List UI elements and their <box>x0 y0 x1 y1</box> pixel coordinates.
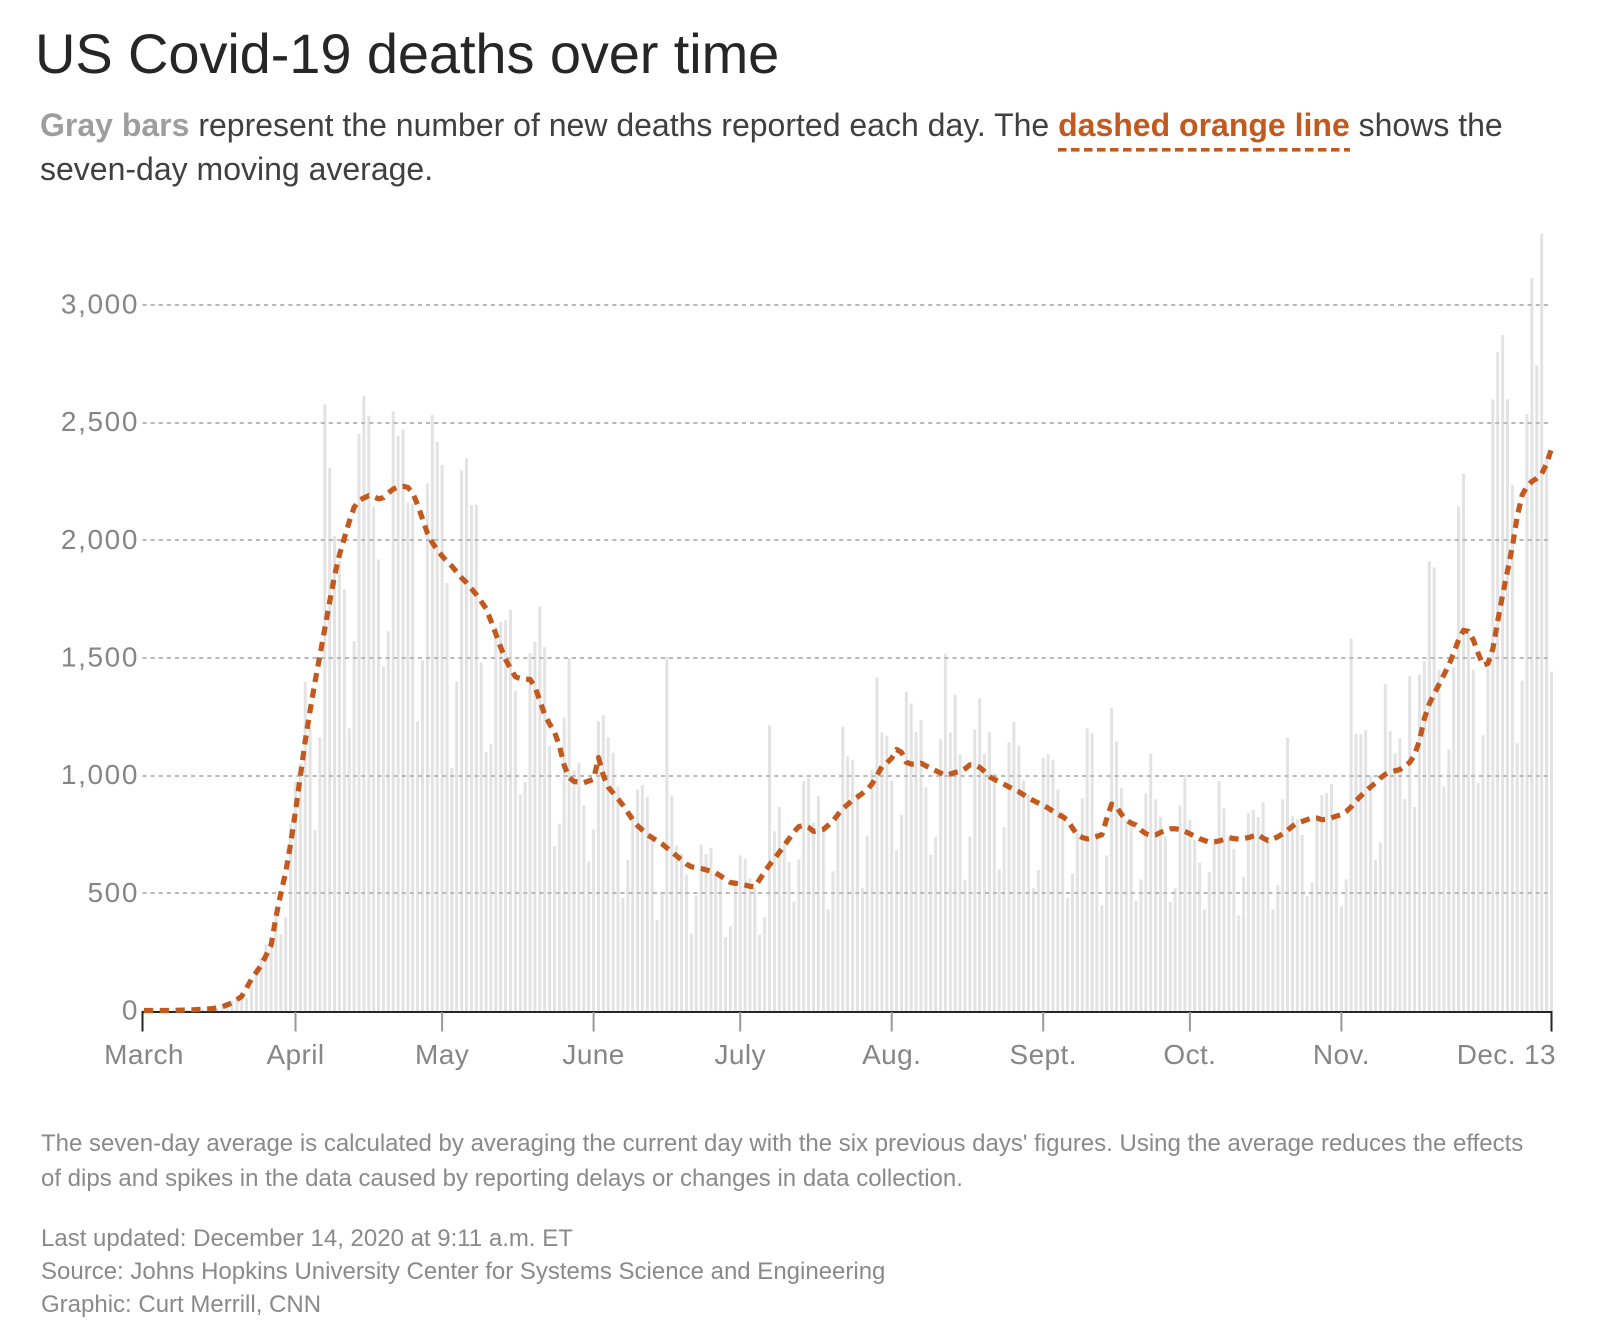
svg-text:Nov.: Nov. <box>1313 1039 1370 1070</box>
svg-text:Dec. 13: Dec. 13 <box>1457 1039 1556 1070</box>
svg-text:March: March <box>104 1039 184 1070</box>
svg-text:June: June <box>562 1039 624 1070</box>
svg-text:May: May <box>415 1039 469 1070</box>
svg-text:1,500: 1,500 <box>61 642 139 673</box>
svg-text:3,000: 3,000 <box>61 289 139 320</box>
svg-text:0: 0 <box>122 995 139 1026</box>
svg-text:April: April <box>266 1039 324 1070</box>
svg-text:500: 500 <box>87 877 139 908</box>
svg-text:2,500: 2,500 <box>61 406 139 437</box>
svg-text:1,000: 1,000 <box>61 759 139 790</box>
svg-text:Oct.: Oct. <box>1163 1039 1216 1070</box>
svg-text:2,000: 2,000 <box>61 524 139 555</box>
svg-text:July: July <box>714 1039 765 1070</box>
svg-text:Sept.: Sept. <box>1010 1039 1077 1070</box>
svg-text:Aug.: Aug. <box>862 1039 921 1070</box>
